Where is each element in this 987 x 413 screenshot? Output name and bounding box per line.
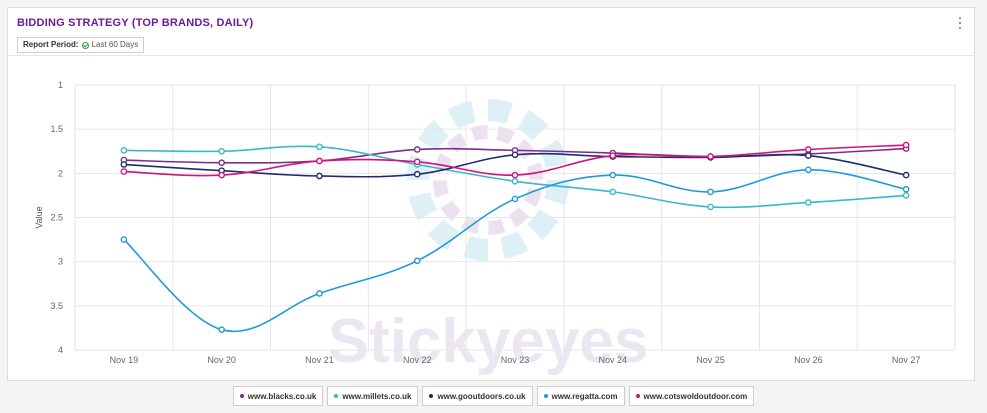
data-point-millets-co-uk[interactable] [707, 203, 714, 211]
legend-dot-icon [429, 394, 434, 398]
legend-label: www.blacks.co.uk [247, 391, 317, 401]
data-point-regatta-com[interactable] [316, 290, 323, 297]
data-point-cotswoldoutdoor-com[interactable] [413, 158, 421, 166]
chart-card: BIDDING STRATEGY (TOP BRANDS, DAILY) Rep… [7, 7, 975, 381]
legend-item-cotswoldoutdoor-com[interactable]: www.cotswoldoutdoor.com [628, 386, 755, 406]
report-period-label: Report Period: [23, 40, 79, 49]
legend-dot-icon [543, 394, 548, 398]
x-tick-label: Nov 21 [305, 355, 334, 365]
data-point-regatta-com[interactable] [609, 171, 617, 179]
data-point-cotswoldoutdoor-com[interactable] [805, 146, 812, 153]
y-tick-label: 2 [58, 168, 63, 178]
data-point-regatta-com[interactable] [902, 185, 910, 193]
data-point-cotswoldoutdoor-com[interactable] [902, 141, 910, 149]
x-tick-label: Nov 24 [599, 355, 628, 365]
data-point-gooutdoors-co-uk[interactable] [413, 170, 421, 178]
data-point-gooutdoors-co-uk[interactable] [511, 151, 519, 159]
y-axis-label: Value [34, 206, 44, 228]
x-tick-label: Nov 19 [110, 355, 139, 365]
data-point-regatta-com[interactable] [511, 195, 519, 203]
legend-item-millets-co-uk[interactable]: www.millets.co.uk [327, 386, 419, 406]
data-point-regatta-com[interactable] [120, 236, 128, 243]
data-point-millets-co-uk[interactable] [511, 177, 519, 185]
y-tick-label: 3.5 [50, 301, 63, 311]
x-tick-label: Nov 26 [794, 355, 823, 365]
x-tick-label: Nov 27 [892, 355, 921, 365]
y-tick-label: 3 [58, 257, 63, 267]
data-point-regatta-com[interactable] [805, 166, 812, 174]
data-point-regatta-com[interactable] [413, 257, 421, 265]
x-tick-label: Nov 23 [501, 355, 530, 365]
data-point-cotswoldoutdoor-com[interactable] [120, 168, 128, 175]
header-divider [8, 55, 974, 56]
data-point-cotswoldoutdoor-com[interactable] [511, 171, 519, 179]
data-point-millets-co-uk[interactable] [120, 147, 128, 154]
legend-dot-icon [334, 394, 339, 398]
data-point-cotswoldoutdoor-com[interactable] [707, 153, 714, 160]
chart-title: BIDDING STRATEGY (TOP BRANDS, DAILY) [17, 17, 254, 29]
y-tick-label: 1 [58, 80, 63, 90]
legend-item-blacks-co-uk[interactable]: www.blacks.co.uk [232, 386, 324, 406]
legend-label: www.cotswoldoutdoor.com [643, 391, 748, 401]
report-period-value: Last 60 Days [91, 40, 139, 49]
data-point-millets-co-uk[interactable] [316, 143, 323, 151]
data-point-regatta-com[interactable] [218, 326, 225, 333]
data-point-gooutdoors-co-uk[interactable] [120, 161, 128, 168]
watermark: Stickyeyes [328, 99, 649, 376]
y-tick-label: 2.5 [50, 213, 63, 223]
y-tick-label: 1.5 [50, 124, 63, 134]
data-point-millets-co-uk[interactable] [609, 188, 617, 196]
data-point-cotswoldoutdoor-com[interactable] [218, 171, 225, 179]
watermark-text: Stickyeyes [328, 307, 649, 376]
data-point-cotswoldoutdoor-com[interactable] [316, 157, 323, 165]
legend-dot-icon [239, 394, 244, 398]
report-period-badge: Report Period: Last 60 Days [17, 37, 145, 53]
data-point-gooutdoors-co-uk[interactable] [902, 171, 910, 179]
data-point-regatta-com[interactable] [707, 188, 714, 196]
kebab-menu-icon[interactable] [958, 17, 962, 29]
chart-legend: www.blacks.co.uk www.millets.co.uk www.goo… [0, 386, 987, 408]
legend-item-gooutdoors-co-uk[interactable]: www.gooutdoors.co.uk [422, 386, 533, 406]
data-point-millets-co-uk[interactable] [805, 199, 812, 206]
data-point-millets-co-uk[interactable] [218, 147, 225, 155]
legend-label: www.regatta.com [551, 391, 618, 401]
x-tick-label: Nov 25 [696, 355, 725, 365]
legend-label: www.millets.co.uk [342, 391, 412, 401]
x-tick-label: Nov 22 [403, 355, 432, 365]
data-point-cotswoldoutdoor-com[interactable] [609, 152, 617, 159]
legend-label: www.gooutdoors.co.uk [437, 391, 526, 401]
data-point-blacks-co-uk[interactable] [218, 159, 225, 167]
legend-item-regatta-com[interactable]: www.regatta.com [536, 386, 625, 406]
check-circle-icon [81, 41, 89, 49]
data-point-gooutdoors-co-uk[interactable] [805, 152, 812, 159]
data-point-gooutdoors-co-uk[interactable] [316, 172, 323, 180]
y-tick-label: 4 [58, 345, 63, 355]
x-tick-label: Nov 20 [207, 355, 236, 365]
legend-dot-icon [635, 394, 640, 398]
data-point-blacks-co-uk[interactable] [413, 146, 421, 153]
data-point-millets-co-uk[interactable] [902, 192, 910, 199]
